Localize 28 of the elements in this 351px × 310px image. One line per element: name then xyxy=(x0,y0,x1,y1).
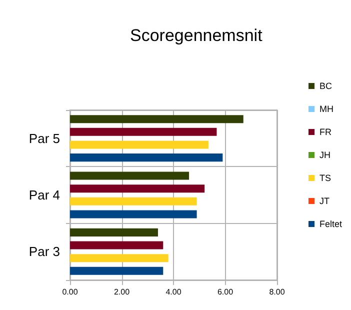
legend-label: JH xyxy=(319,150,330,160)
bar xyxy=(70,266,164,275)
x-tick-label: 6.00 xyxy=(217,288,234,296)
legend-label: MH xyxy=(319,104,334,114)
bar xyxy=(70,172,190,180)
chart-title: Scoregennemsnit xyxy=(130,26,263,45)
bar xyxy=(70,254,168,262)
y-tick-label: Par 4 xyxy=(28,188,60,202)
bar xyxy=(70,140,208,149)
bar xyxy=(70,241,164,250)
x-tick-label: 4.00 xyxy=(166,288,182,296)
legend-label: JT xyxy=(319,196,330,206)
y-tick-label: Par 3 xyxy=(28,244,60,260)
x-tick-label: 8.00 xyxy=(269,288,286,296)
bar xyxy=(70,197,197,206)
bar xyxy=(70,210,197,218)
legend-label: Feltet xyxy=(319,219,342,229)
x-tick-label: 0.00 xyxy=(62,288,78,296)
legend-label: TS xyxy=(319,173,332,183)
bar xyxy=(70,128,217,136)
bar xyxy=(70,115,244,124)
legend-label: BC xyxy=(319,81,332,91)
bar xyxy=(70,228,158,236)
bar xyxy=(70,154,223,162)
x-tick-label: 2.00 xyxy=(114,288,130,296)
legend-label: FR xyxy=(319,127,332,137)
bar xyxy=(70,184,205,193)
y-tick-label: Par 5 xyxy=(28,130,60,146)
